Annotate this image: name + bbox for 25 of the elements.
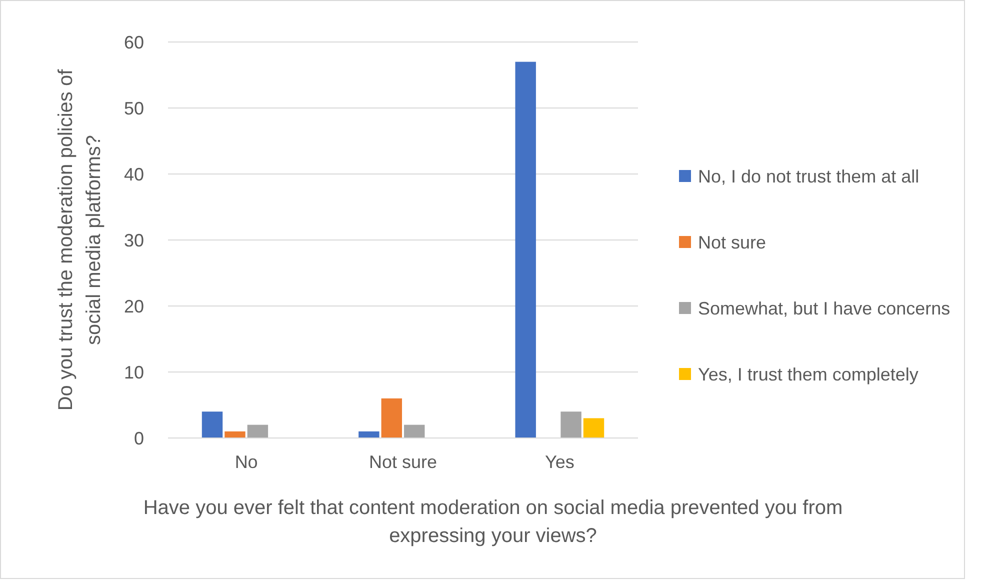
- bar: [247, 424, 268, 438]
- legend-label: Yes, I trust them completely: [698, 364, 918, 384]
- y-tick-label: 30: [124, 230, 144, 250]
- y-tick-label: 10: [124, 362, 144, 382]
- x-tick-label: Not sure: [368, 452, 438, 472]
- y-tick-label: 20: [124, 296, 144, 316]
- legend-label: Somewhat, but I have concerns: [698, 298, 950, 318]
- x-tick-label: Yes: [544, 452, 574, 472]
- bar: [583, 418, 604, 438]
- legend-label: No, I do not trust them at all: [698, 166, 920, 186]
- bar: [224, 431, 246, 438]
- bar: [404, 424, 425, 438]
- bar: [358, 431, 380, 438]
- y-tick-label: 40: [124, 164, 144, 184]
- bar: [515, 62, 536, 438]
- y-tick-label: 60: [124, 32, 144, 52]
- y-tick-label: 0: [134, 428, 144, 448]
- y-tick-label: 50: [124, 98, 144, 118]
- bar: [560, 412, 582, 438]
- y-axis-title: Do you trust the moderation policies of social media platforms?: [55, 68, 105, 411]
- bar: [202, 412, 223, 438]
- x-axis-title: Have you ever felt that content moderation on social media prevented you from expressing your views?: [143, 497, 843, 547]
- x-tick-label: No: [234, 452, 258, 472]
- legend-label: Not sure: [698, 232, 766, 252]
- bar: [381, 398, 402, 438]
